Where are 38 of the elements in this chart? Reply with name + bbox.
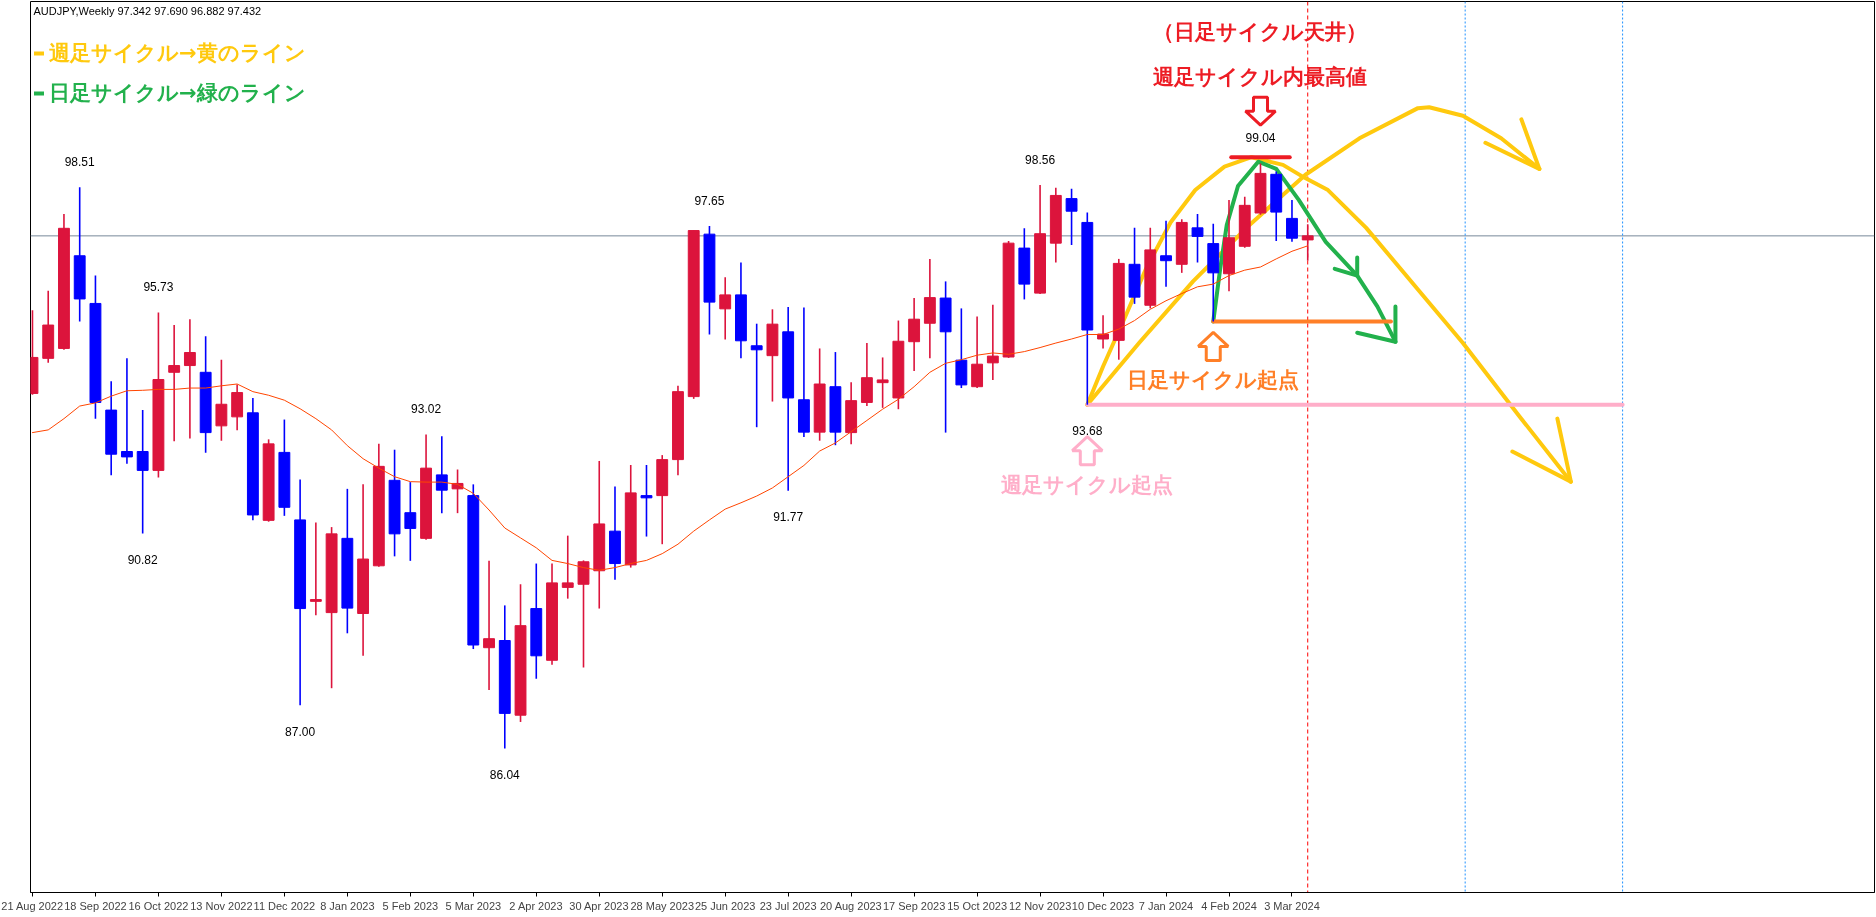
annotation: 90.82 [127, 552, 159, 567]
x-tick-label: 12 Nov 2023 [1008, 899, 1072, 912]
chart-title: AUDJPY,Weekly 97.342 97.690 96.882 97.432 [33, 4, 262, 17]
text: 日足サイクル起点 [1127, 368, 1300, 393]
x-tick-label: 13 Nov 2022 [190, 899, 253, 912]
annotation: 93.02 [411, 401, 442, 416]
x-tick-label: 5 Feb 2023 [382, 899, 439, 912]
text: 週足サイクル起点 [1001, 472, 1174, 497]
x-tick-label: 11 Dec 2022 [253, 899, 316, 912]
text: （日足サイクル天井）週足サイクル内最高値 [1153, 19, 1368, 90]
x-tick-label: 10 Dec 2023 [1071, 899, 1135, 912]
x-tick-label: 16 Oct 2022 [128, 899, 189, 912]
x-tick-label: 4 Feb 2024 [1201, 899, 1257, 912]
annotation: 95.73 [143, 279, 174, 294]
x-tick-label: 7 Jan 2024 [1138, 899, 1194, 912]
x-tick-label: 25 Jun 2023 [694, 899, 756, 912]
legend-label: 日足サイクル→緑のライン [49, 80, 306, 107]
x-tick-label: 5 Mar 2023 [445, 899, 502, 912]
annotation: 97.65 [694, 193, 725, 208]
x-tick-label: 20 Aug 2023 [819, 899, 882, 912]
legend-label: 週足サイクル→黄のライン [49, 40, 306, 67]
annotation: 98.56 [1025, 152, 1056, 167]
annotation: 87.00 [285, 724, 316, 739]
x-tick-label: 28 May 2023 [630, 899, 695, 912]
x-tick-label: 8 Jan 2023 [320, 899, 375, 912]
annotation: 86.04 [489, 768, 521, 782]
x-tick-label: 30 Apr 2023 [569, 899, 629, 912]
annotation: 91.77 [773, 510, 804, 525]
x-tick-label: 23 Jul 2023 [759, 899, 817, 912]
x-tick-label: 18 Sep 2022 [64, 899, 127, 912]
annotation: 98.51 [64, 154, 96, 169]
x-tick-label: 15 Oct 2023 [947, 899, 1008, 912]
x-tick-label: 2 Apr 2023 [509, 899, 563, 912]
annotation: 93.68 [1072, 424, 1103, 439]
x-tick-label: 21 Aug 2022 [1, 899, 64, 912]
annotation: 99.04 [1245, 131, 1276, 145]
x-tick-label: 3 Mar 2024 [1264, 899, 1320, 912]
x-tick-label: 17 Sep 2023 [882, 899, 946, 912]
